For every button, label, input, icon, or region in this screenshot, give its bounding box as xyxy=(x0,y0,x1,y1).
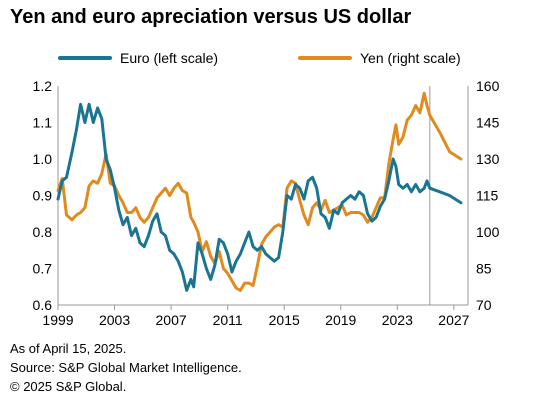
y-right-tick-label: 70 xyxy=(476,297,492,313)
x-tick-label: 2023 xyxy=(382,312,413,328)
y-right-tick-label: 115 xyxy=(476,188,499,204)
y-right-tick-label: 100 xyxy=(476,224,500,240)
y-left-tick-label: 0.7 xyxy=(33,261,53,277)
chart-title: Yen and euro apreciation versus US dolla… xyxy=(10,6,412,28)
y-left-tick-label: 1.0 xyxy=(33,151,53,167)
x-tick-label: 2011 xyxy=(213,312,243,328)
euro-series-line xyxy=(56,102,463,292)
y-right-tick-label: 160 xyxy=(476,78,500,94)
legend-euro-label: Euro (left scale) xyxy=(120,50,218,66)
y-left-tick-label: 0.6 xyxy=(33,297,53,313)
y-right-tick-label: 145 xyxy=(476,115,500,131)
x-tick-label: 2003 xyxy=(99,312,130,328)
copyright-note: © 2025 S&P Global. xyxy=(10,379,127,394)
source-note: Source: S&P Global Market Intelligence. xyxy=(10,360,242,375)
y-left-tick-label: 0.9 xyxy=(33,188,53,204)
y-right-tick-label: 85 xyxy=(476,261,492,277)
x-tick-label: 2019 xyxy=(325,312,356,328)
y-right-tick-label: 130 xyxy=(476,151,500,167)
x-tick-label: 2027 xyxy=(438,312,469,328)
yen-series-line xyxy=(56,91,463,292)
y-left-tick-label: 1.2 xyxy=(33,78,53,94)
as-of-note: As of April 15, 2025. xyxy=(10,341,127,356)
x-tick-label: 2007 xyxy=(156,312,187,328)
y-left-tick-label: 1.1 xyxy=(33,115,53,131)
x-tick-label: 2015 xyxy=(269,312,300,328)
legend-yen-label: Yen (right scale) xyxy=(360,50,461,66)
x-tick-label: 1999 xyxy=(42,312,73,328)
y-left-tick-label: 0.8 xyxy=(33,224,53,240)
